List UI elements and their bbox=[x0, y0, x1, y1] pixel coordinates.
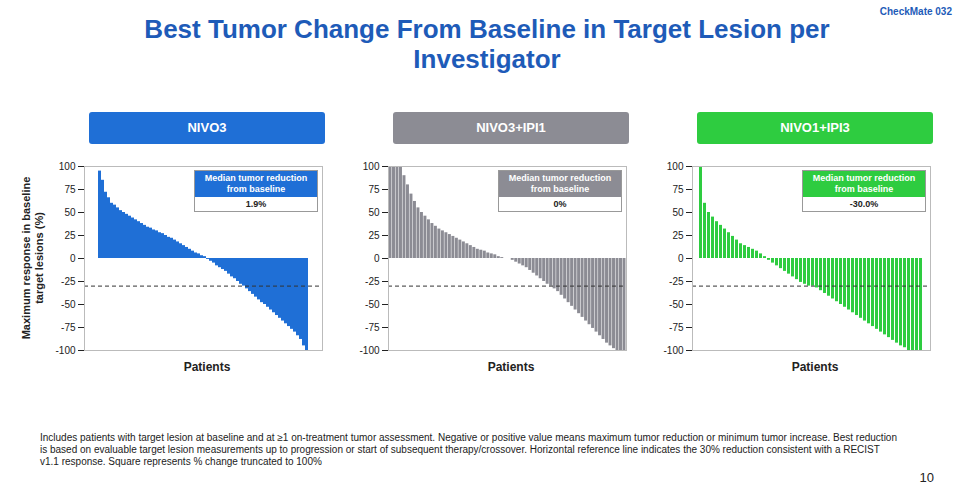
html-text:Patients: Patients bbox=[183, 360, 231, 374]
html-text:NIVO1+IPI3: NIVO1+IPI3 bbox=[780, 120, 850, 135]
svg-text:-50: -50 bbox=[365, 299, 380, 310]
html-text:0%: 0% bbox=[553, 199, 567, 209]
svg-text:-25: -25 bbox=[669, 276, 684, 287]
svg-text:25: 25 bbox=[64, 230, 76, 241]
svg-text:0: 0 bbox=[678, 253, 684, 264]
html-text:NIVO3+IPI1: NIVO3+IPI1 bbox=[476, 120, 546, 135]
svg-text:25: 25 bbox=[672, 230, 684, 241]
html-text:Patients: Patients bbox=[487, 360, 535, 374]
html-text:-30.0%: -30.0% bbox=[849, 199, 879, 209]
svg-text:0: 0 bbox=[374, 253, 380, 264]
svg-text:0: 0 bbox=[70, 253, 76, 264]
html-text:Best Tumor Change From Baselin: Best Tumor Change From Baseline in Targe… bbox=[144, 14, 830, 74]
html-text:Includes patients with target: Includes patients with target lesion at … bbox=[40, 432, 897, 467]
svg-text:75: 75 bbox=[368, 184, 380, 195]
html-text:Median tumor reduction from ba: Median tumor reduction from baseline bbox=[812, 173, 916, 194]
svg-text:Maximum response in baselineta: Maximum response in baselinetarget lesio… bbox=[20, 177, 45, 340]
svg-text:-50: -50 bbox=[669, 299, 684, 310]
html-text:Patients: Patients bbox=[791, 360, 839, 374]
svg-text:-25: -25 bbox=[365, 276, 380, 287]
svg-text:50: 50 bbox=[672, 207, 684, 218]
svg-text:-100: -100 bbox=[359, 345, 379, 356]
svg-text:25: 25 bbox=[368, 230, 380, 241]
html-text:10: 10 bbox=[919, 470, 934, 485]
svg-text:-75: -75 bbox=[669, 322, 684, 333]
svg-text:50: 50 bbox=[64, 207, 76, 218]
html-text:Median tumor reduction from ba: Median tumor reduction from baseline bbox=[508, 173, 612, 194]
svg-text:50: 50 bbox=[368, 207, 380, 218]
svg-text:-75: -75 bbox=[61, 322, 76, 333]
svg-text:-25: -25 bbox=[61, 276, 76, 287]
svg-text:75: 75 bbox=[64, 184, 76, 195]
svg-text:75: 75 bbox=[672, 184, 684, 195]
html-text:NIVO3: NIVO3 bbox=[187, 120, 227, 135]
svg-text:100: 100 bbox=[59, 161, 76, 172]
html-text:1.9%: 1.9% bbox=[245, 199, 267, 209]
svg-text:100: 100 bbox=[363, 161, 380, 172]
svg-text:-50: -50 bbox=[61, 299, 76, 310]
html-text:CheckMate 032: CheckMate 032 bbox=[879, 6, 952, 17]
html-text:Median tumor reduction from ba: Median tumor reduction from baseline bbox=[204, 173, 308, 194]
svg-text:-100: -100 bbox=[55, 345, 75, 356]
svg-text:-75: -75 bbox=[365, 322, 380, 333]
svg-text:100: 100 bbox=[667, 161, 684, 172]
svg-text:-100: -100 bbox=[663, 345, 683, 356]
